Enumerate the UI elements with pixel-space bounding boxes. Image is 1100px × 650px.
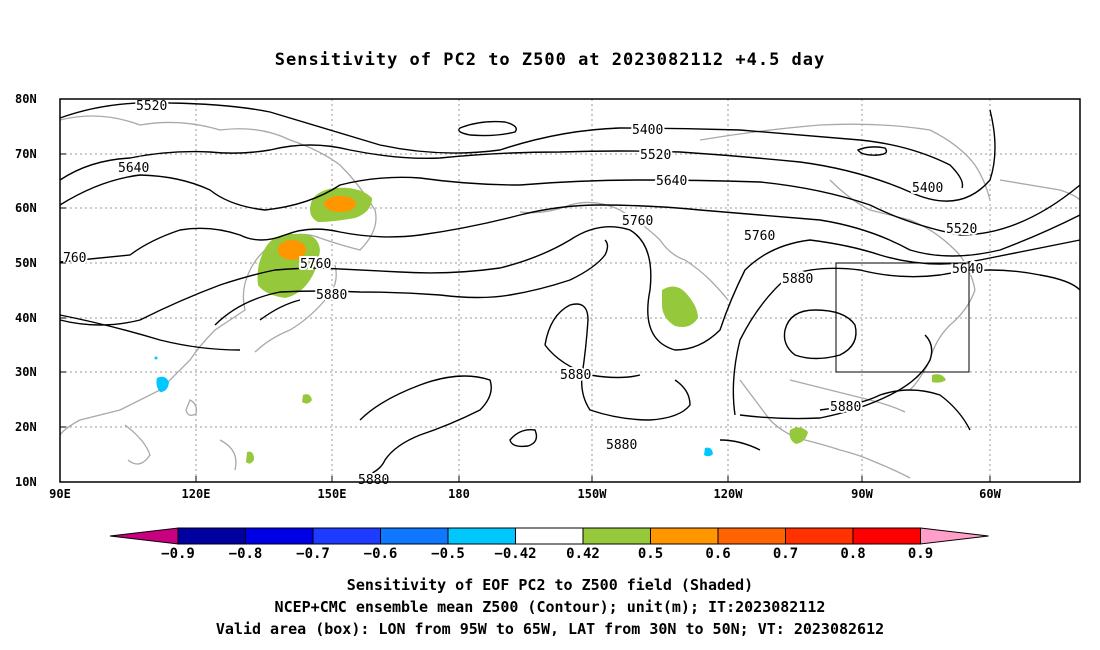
colorbar-left-arrow bbox=[109, 527, 179, 545]
contour-label: 5760 bbox=[300, 257, 331, 272]
map-title: Sensitivity of PC2 to Z500 at 2023082112… bbox=[274, 50, 826, 70]
lon-label: 180 bbox=[448, 487, 470, 501]
colorbar-segment bbox=[447, 527, 516, 545]
contour-label: 5880 bbox=[316, 288, 347, 303]
colorbar-label: −0.8 bbox=[229, 546, 263, 562]
colorbar-label: −0.42 bbox=[494, 546, 536, 562]
colorbar-label: 0.6 bbox=[705, 546, 730, 562]
contour-label: 5520 bbox=[640, 148, 671, 163]
positive-region-pacific-small bbox=[302, 394, 312, 404]
contour-label: 5400 bbox=[632, 123, 663, 138]
axis-ticks bbox=[59, 98, 991, 483]
colorbar-label: −0.5 bbox=[431, 546, 465, 562]
lon-label: 150E bbox=[318, 487, 347, 501]
colorbar-segment bbox=[582, 527, 651, 545]
lon-label: 90W bbox=[851, 487, 873, 501]
contour-label: 5400 bbox=[912, 181, 943, 196]
caption-line-1: Sensitivity of EOF PC2 to Z500 field (Sh… bbox=[346, 576, 754, 594]
colorbar-label: 0.7 bbox=[773, 546, 798, 562]
figure-caption: Sensitivity of EOF PC2 to Z500 field (Sh… bbox=[0, 574, 1100, 640]
contour-label: 5520 bbox=[136, 99, 167, 114]
lat-label: 60N bbox=[15, 201, 37, 215]
coastlines bbox=[59, 115, 1081, 479]
colorbar-label: 0.9 bbox=[908, 546, 933, 562]
colorbar-segment bbox=[852, 527, 921, 545]
lon-label: 150W bbox=[578, 487, 608, 501]
colorbar-segment bbox=[650, 527, 719, 545]
colorbar-segment bbox=[717, 527, 786, 545]
colorbar-label: 0.42 bbox=[566, 546, 600, 562]
plot-frame bbox=[59, 98, 1081, 483]
colorbar: −0.9 −0.8 −0.7 −0.6 −0.5 −0.42 0.42 0.5 0.6 0.7 0.… bbox=[109, 527, 989, 562]
contour-label: 5640 bbox=[952, 262, 983, 277]
negative-region-china bbox=[156, 376, 169, 392]
contour-label: 5640 bbox=[118, 161, 149, 176]
positive-region-south bbox=[246, 451, 254, 464]
lat-label: 50N bbox=[15, 256, 37, 270]
contour-label: 5880 bbox=[830, 400, 861, 415]
lat-label: 40N bbox=[15, 311, 37, 325]
contour-label: 5520 bbox=[946, 222, 977, 237]
contour-labels: 5520 5640 760 5760 5880 5400 5520 5640 5… bbox=[61, 97, 985, 490]
contour-label: 5760 bbox=[744, 229, 775, 244]
lat-label: 70N bbox=[15, 147, 37, 161]
colorbar-label: −0.7 bbox=[296, 546, 330, 562]
positive-region-mexico bbox=[789, 427, 808, 444]
lon-label: 60W bbox=[979, 487, 1001, 501]
contour-label: 760 bbox=[63, 251, 86, 266]
lon-label: 120E bbox=[182, 487, 211, 501]
contour-label: 5880 bbox=[782, 272, 813, 287]
colorbar-right-arrow bbox=[920, 527, 989, 545]
lat-label: 30N bbox=[15, 365, 37, 379]
lat-label: 80N bbox=[15, 92, 37, 106]
z500-contours bbox=[59, 101, 1081, 479]
contour-label: 5880 bbox=[560, 368, 591, 383]
lat-label: 10N bbox=[15, 475, 37, 489]
positive-region-atlantic bbox=[932, 374, 946, 383]
contour-label: 5880 bbox=[606, 438, 637, 453]
colorbar-segment bbox=[245, 527, 314, 545]
lon-label: 120W bbox=[714, 487, 744, 501]
contour-label: 5880 bbox=[358, 473, 389, 488]
strong-region-kamchatka bbox=[324, 196, 356, 212]
valid-area-box bbox=[835, 262, 970, 373]
colorbar-label: 0.8 bbox=[840, 546, 865, 562]
sensitivity-shading bbox=[154, 187, 946, 464]
colorbar-label: −0.6 bbox=[364, 546, 398, 562]
colorbar-segment bbox=[177, 527, 246, 545]
caption-line-2: NCEP+CMC ensemble mean Z500 (Contour); u… bbox=[274, 598, 826, 616]
longitude-labels: 90E 120E 150E 180 150W 120W 90W 60W bbox=[49, 487, 1001, 501]
colorbar-segment bbox=[312, 527, 381, 545]
caption-line-3: Valid area (box): LON from 95W to 65W, L… bbox=[215, 620, 885, 638]
colorbar-segment bbox=[380, 527, 449, 545]
colorbar-segment bbox=[785, 527, 854, 545]
plot-area bbox=[60, 99, 1080, 482]
lat-label: 20N bbox=[15, 420, 37, 434]
contour-label: 5640 bbox=[656, 174, 687, 189]
colorbar-label: 0.5 bbox=[638, 546, 663, 562]
positive-region-eastern-pacific bbox=[662, 286, 698, 327]
colorbar-segment bbox=[515, 527, 584, 545]
contour-label: 5760 bbox=[622, 214, 653, 229]
negative-region-pacific bbox=[704, 447, 713, 457]
colorbar-label: −0.9 bbox=[161, 546, 195, 562]
strong-region-japan-sea bbox=[278, 240, 306, 260]
latitude-labels: 80N 70N 60N 50N 40N 30N 20N 10N bbox=[15, 92, 37, 489]
lon-label: 90E bbox=[49, 487, 71, 501]
